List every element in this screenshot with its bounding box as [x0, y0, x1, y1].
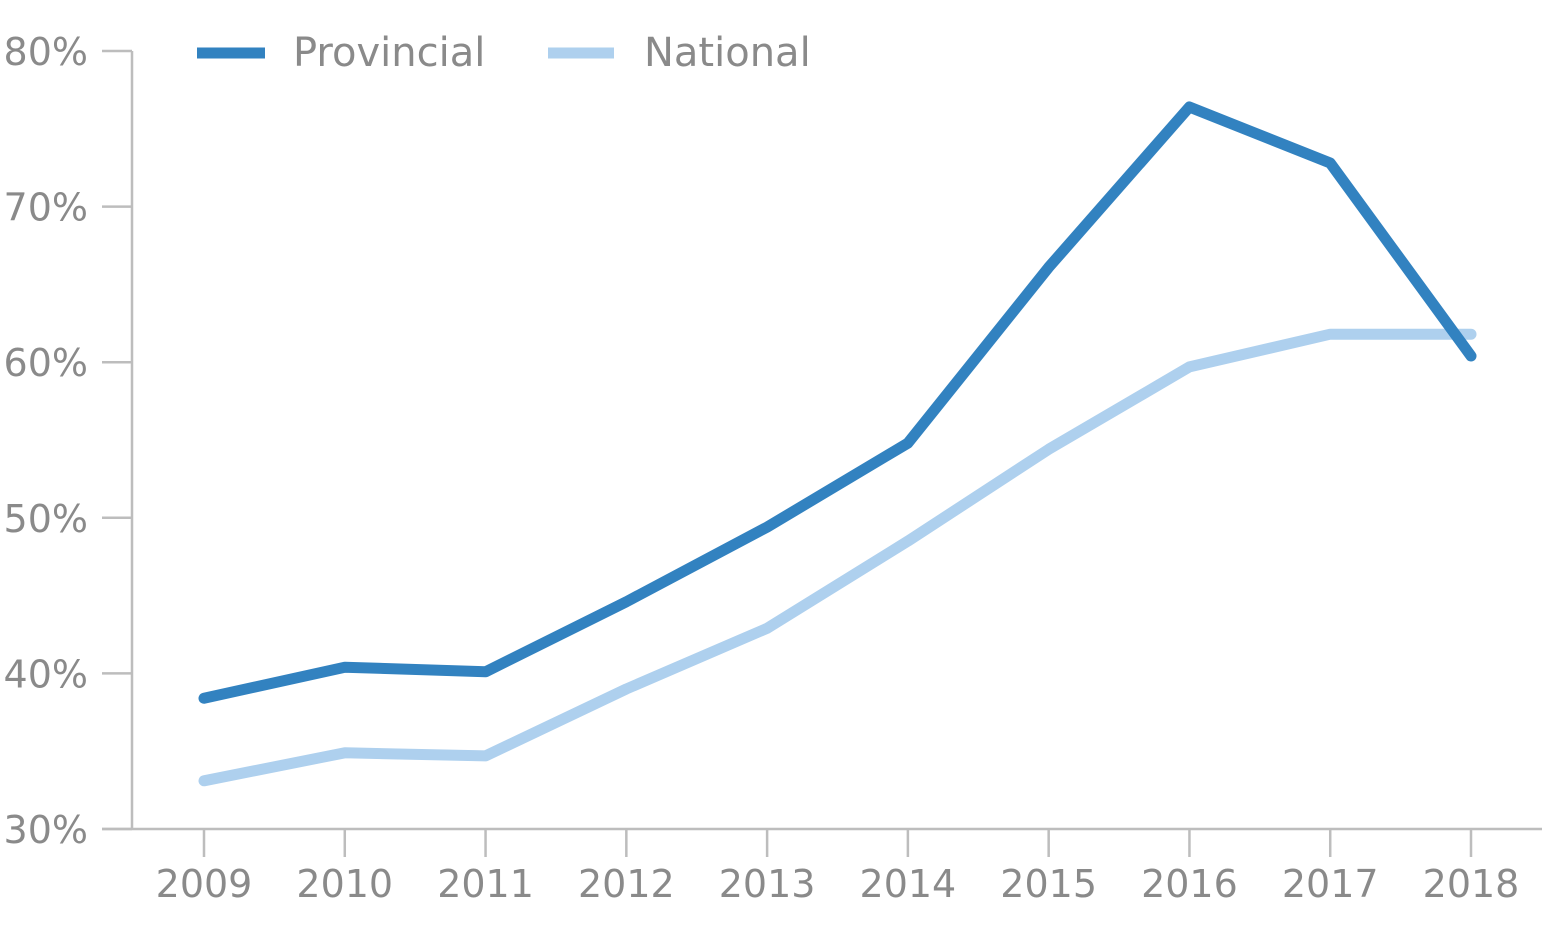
series-line-national [198, 328, 1477, 787]
x-tick-label: 2016 [1141, 862, 1238, 906]
x-tick-label: 2017 [1282, 862, 1379, 906]
y-tick-label: 60% [4, 341, 88, 385]
x-tick-label: 2009 [156, 862, 253, 906]
legend-label-provincial: Provincial [293, 30, 485, 76]
y-tick-label: 30% [4, 808, 88, 852]
legend: Provincial National [197, 30, 811, 76]
legend-label-national: National [644, 30, 811, 76]
y-tick-label: 80% [4, 30, 88, 74]
series-line-provincial [198, 101, 1477, 704]
y-tick-label: 70% [4, 186, 88, 230]
series-layer [198, 101, 1477, 787]
y-tick-label: 50% [4, 497, 88, 541]
x-tick-label: 2010 [296, 862, 393, 906]
x-tick-label: 2013 [719, 862, 816, 906]
x-tick-label: 2012 [578, 862, 675, 906]
x-tick-label: 2015 [1000, 862, 1097, 906]
x-tick-label: 2014 [860, 862, 957, 906]
axes [102, 51, 1542, 831]
x-tick-label: 2011 [437, 862, 534, 906]
x-tick-label: 2018 [1423, 862, 1520, 906]
x-axis-ticks: 2009 2010 2011 2012 2013 2014 2015 2016 2017 2018 [156, 829, 1520, 906]
y-tick-label: 40% [4, 652, 88, 696]
y-axis-ticks: 30% 40% 50% 60% 70% 80% [4, 30, 132, 852]
